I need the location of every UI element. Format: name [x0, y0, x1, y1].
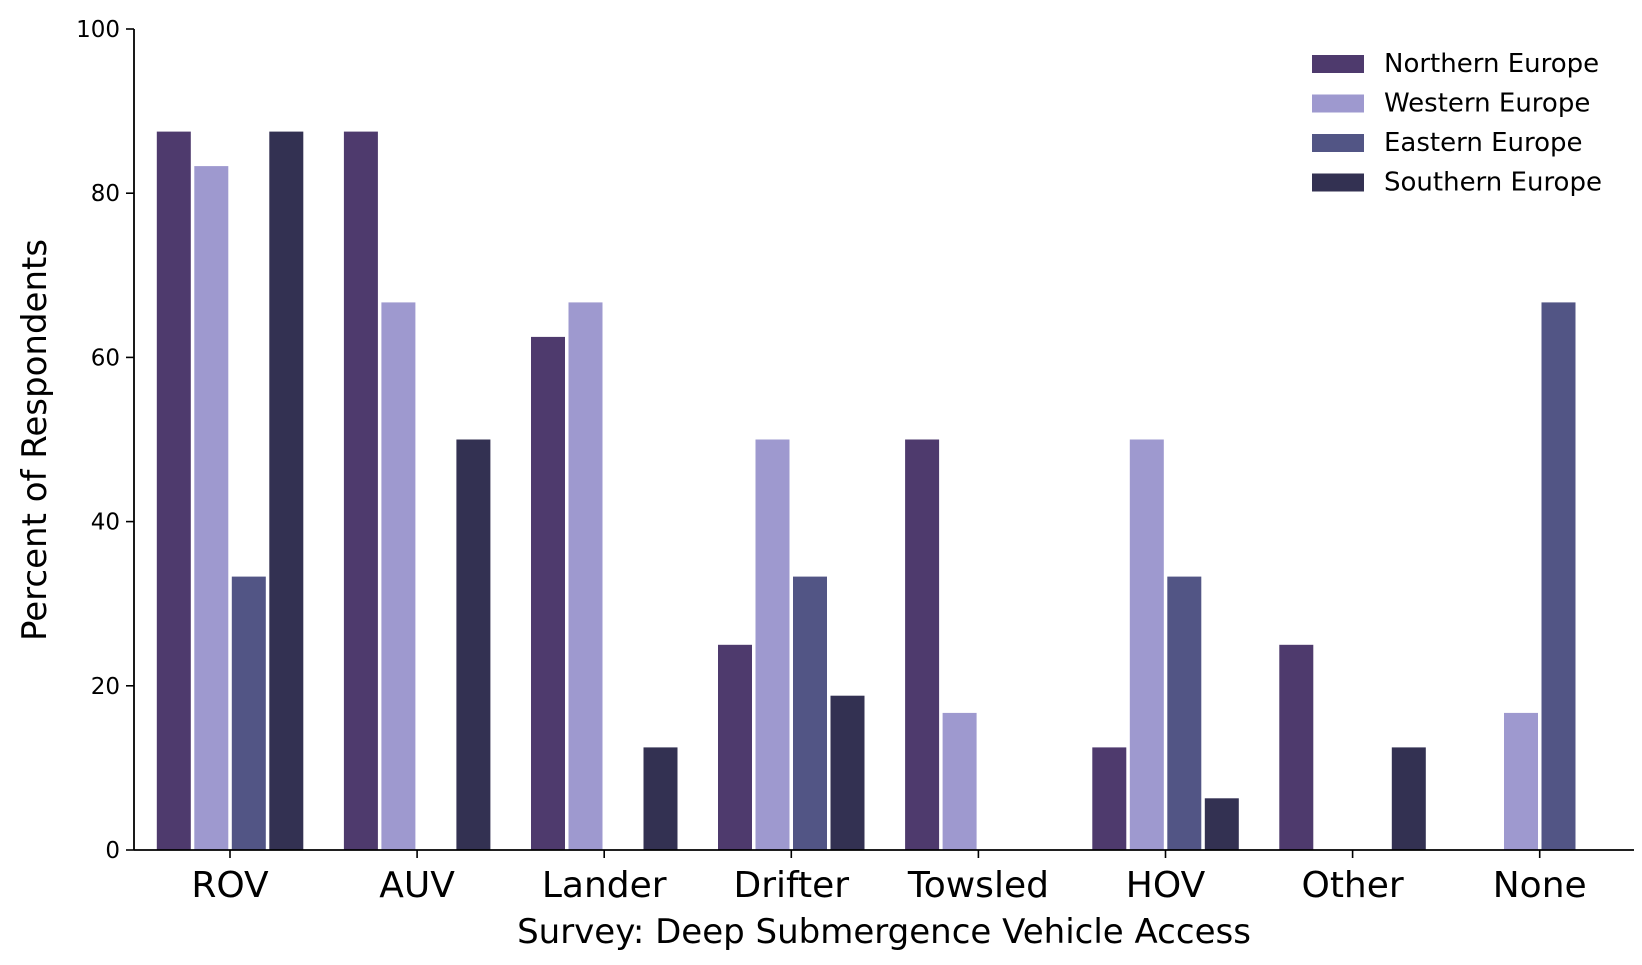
bar-rov-southern-europe	[269, 131, 304, 851]
x-tick-label: Other	[1301, 865, 1403, 906]
x-ticks: ROV AUV Lander Drifter Towsled HOV Other None	[191, 850, 1587, 906]
y-tick-label: 40	[91, 510, 120, 536]
bar-group	[156, 131, 1576, 851]
bar-none-western-europe	[1504, 712, 1538, 850]
x-tick-label: Drifter	[733, 865, 849, 906]
bar-towsled-western-europe	[942, 712, 977, 850]
x-axis-title: Survey: Deep Submergence Vehicle Access	[517, 912, 1251, 952]
y-ticks: 0 20 40 60 80 100	[76, 17, 134, 864]
bar-auv-western-europe	[381, 302, 416, 850]
legend: Northern Europe Western Europe Eastern Eur…	[1312, 49, 1602, 198]
bar-auv-southern-europe	[456, 439, 491, 850]
y-tick-label: 60	[91, 345, 120, 371]
legend-swatch	[1312, 55, 1364, 73]
x-tick-label: HOV	[1126, 865, 1206, 906]
bar-none-eastern-europe	[1541, 302, 1576, 850]
y-tick-label: 20	[91, 674, 120, 700]
bar-drifter-northern-europe	[718, 644, 752, 851]
y-tick-label: 100	[76, 17, 120, 43]
bar-rov-northern-europe	[156, 131, 191, 851]
legend-label: Southern Europe	[1384, 168, 1602, 198]
x-tick-label: AUV	[379, 865, 455, 906]
bar-hov-eastern-europe	[1167, 576, 1202, 850]
bar-lander-northern-europe	[531, 336, 565, 850]
legend-label: Western Europe	[1384, 89, 1590, 119]
legend-swatch	[1312, 134, 1364, 152]
bar-hov-western-europe	[1129, 439, 1164, 850]
bar-lander-western-europe	[568, 302, 603, 850]
legend-swatch	[1312, 173, 1364, 192]
bar-towsled-northern-europe	[905, 439, 940, 850]
bar-other-northern-europe	[1279, 644, 1314, 851]
x-tick-label: Towsled	[907, 865, 1049, 906]
bar-drifter-western-europe	[755, 439, 790, 850]
bar-drifter-eastern-europe	[793, 576, 827, 850]
x-tick-label: ROV	[191, 865, 269, 906]
legend-label: Eastern Europe	[1384, 128, 1583, 158]
bar-rov-eastern-europe	[231, 576, 266, 850]
y-axis-title: Percent of Respondents	[15, 239, 55, 641]
y-tick-label: 80	[91, 181, 120, 207]
x-tick-label: None	[1493, 865, 1587, 906]
bar-rov-western-europe	[194, 166, 229, 851]
bar-drifter-southern-europe	[830, 695, 865, 850]
bar-lander-southern-europe	[643, 747, 678, 850]
bar-auv-northern-europe	[343, 131, 378, 851]
bar-hov-southern-europe	[1204, 798, 1239, 850]
y-tick-label: 0	[105, 838, 120, 864]
axes	[133, 29, 1634, 851]
legend-label: Northern Europe	[1384, 49, 1599, 79]
x-tick-label: Lander	[542, 865, 667, 906]
bar-other-southern-europe	[1391, 747, 1426, 850]
bar-hov-northern-europe	[1092, 747, 1127, 850]
legend-swatch	[1312, 94, 1364, 113]
